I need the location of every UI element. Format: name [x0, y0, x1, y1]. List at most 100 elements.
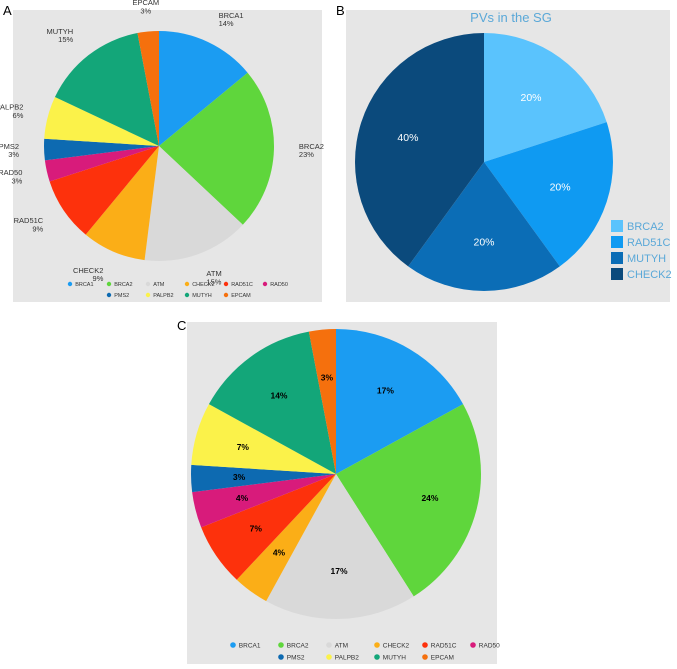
legend-item-c-rad50: RAD50: [470, 642, 500, 649]
legend-item-c-epcam: EPCAM: [422, 654, 454, 661]
slice-label-a-rad50: RAD50 3%: [0, 168, 23, 185]
legend-marker-b-rad51c: [611, 236, 623, 248]
legend-item-a-check2: CHECK2: [184, 281, 215, 288]
legend-label-b-check2: CHECK2: [627, 269, 672, 281]
legend-item-c-palpb2: PALPB2: [326, 654, 359, 661]
pie-slice-a-atm: [144, 146, 243, 261]
legend-label-c-check2: CHECK2: [383, 642, 410, 649]
slice-label-c-pms2: 3%: [233, 472, 246, 482]
slice-label-a-atm: ATM 15%: [206, 269, 221, 286]
legend-marker-a-check2: [184, 281, 190, 287]
pie-chart-c: PVs in the CG17%24%17%4%7%4%3%7%14%3%BRC…: [190, 329, 500, 661]
legend-marker-a-palpb2: [145, 292, 151, 298]
pie-slice-a-epcam: [137, 31, 159, 146]
slice-label-c-rad51c: 7%: [250, 523, 263, 533]
legend-label-c-brca1: BRCA1: [239, 642, 261, 649]
legend-marker-c-palpb2: [326, 654, 332, 660]
legend-label-b-brca2: BRCA2: [627, 221, 664, 233]
legend-marker-a-pms2: [106, 292, 112, 298]
legend-item-b-rad51c: RAD51C: [611, 236, 670, 249]
pie-slice-c-brca1: [336, 329, 464, 474]
slice-label-a-check2: CHECK2 9%: [73, 266, 104, 283]
pie-slice-a-mutyh: [54, 33, 160, 146]
pie-chart-b: PVs in the SG 20% 20% 20% 40% BRCA2 RAD51C MUTY…: [355, 10, 672, 291]
legend-item-b-mutyh: MUTYH: [611, 252, 666, 265]
legend-marker-a-brca2: [106, 281, 112, 287]
legend-item-a-palpb2: PALPB2: [145, 292, 174, 299]
legend-marker-b-check2: [611, 268, 623, 280]
pie-slice-c-mutyh: [208, 331, 336, 474]
pie-slice-a-palpb2: [44, 97, 159, 146]
legend-label-a-mutyh: MUTYH: [192, 293, 212, 299]
legend-label-a-rad51c: RAD51C: [231, 282, 253, 288]
legend-marker-a-atm: [145, 281, 151, 287]
legend-item-b-brca2: BRCA2: [611, 220, 664, 233]
legend-item-a-mutyh: MUTYH: [184, 292, 212, 299]
slice-label-c-atm: 17%: [331, 566, 348, 576]
pie-slice-a-rad50: [44, 146, 159, 182]
pie-slice-c-pms2: [190, 464, 336, 493]
legend-marker-c-rad50: [470, 642, 476, 648]
slice-label-c-epcam: 3%: [321, 372, 334, 382]
legend-item-c-check2: CHECK2: [374, 642, 410, 649]
pie-slice-b-brca2: [484, 33, 607, 162]
legend-label-a-atm: ATM: [153, 282, 165, 288]
legend-marker-c-rad51c: [422, 642, 428, 648]
slice-label-a-rad51c: RAD51C 9%: [14, 216, 44, 233]
slice-label-a-epcam: EPCAM 3%: [132, 0, 159, 15]
legend-marker-a-epcam: [223, 292, 229, 298]
legend-item-c-pms2: PMS2: [278, 654, 305, 661]
slice-label-b-check2: 40%: [397, 132, 418, 144]
panel-c-letter: C: [177, 318, 187, 333]
legend-marker-c-atm: [326, 642, 332, 648]
pie-slice-c-rad51c: [201, 474, 336, 580]
pie-slice-c-brca2: [336, 404, 482, 597]
slice-label-b-brca2: 20%: [521, 92, 542, 104]
legend-label-a-rad50: RAD50: [270, 282, 288, 288]
panel-b-letter: B: [336, 3, 345, 18]
slice-label-a-brca2: BRCA2 23%: [299, 142, 324, 159]
slice-label-a-mutyh: MUTYH 15%: [47, 27, 74, 44]
legend-marker-c-brca1: [230, 642, 236, 648]
pie-slice-a-check2: [85, 146, 159, 261]
legend-label-a-pms2: PMS2: [114, 293, 129, 299]
legend-marker-c-mutyh: [374, 654, 380, 660]
chart-title-b: PVs in the SG: [470, 10, 552, 25]
legend-c: BRCA1 BRCA2 ATM CHECK2 RAD51C RAD50 PMS2 PALPB2…: [230, 642, 500, 661]
slice-label-c-mutyh: 14%: [270, 391, 287, 401]
slice-label-a-pms2: PMS2 3%: [0, 142, 19, 159]
pie-slice-c-epcam: [308, 329, 336, 474]
legend-label-c-atm: ATM: [335, 642, 348, 649]
legend-item-a-epcam: EPCAM: [223, 292, 251, 299]
legend-marker-c-pms2: [278, 654, 284, 660]
legend-item-a-rad51c: RAD51C: [223, 281, 253, 288]
legend-item-c-rad51c: RAD51C: [422, 642, 457, 649]
slice-label-c-check2: 4%: [273, 547, 286, 557]
panel-a-letter: A: [3, 3, 12, 18]
legend-label-c-brca2: BRCA2: [287, 642, 309, 649]
legend-marker-b-mutyh: [611, 252, 623, 264]
pie-chart-a: BRCA1 14% BRCA2 23% ATM 15% CHECK2 9% RAD51C 9% RA…: [0, 0, 324, 299]
pie-slice-a-brca2: [159, 72, 274, 225]
legend-item-b-check2: CHECK2: [611, 268, 672, 281]
legend-label-c-mutyh: MUTYH: [383, 654, 406, 661]
slice-label-a-palpb2: PALPB26%: [0, 103, 24, 120]
pie-slice-c-check2: [236, 474, 336, 602]
pie-slice-c-atm: [266, 474, 414, 619]
legend-label-c-palpb2: PALPB2: [335, 654, 359, 661]
pie-slice-a-brca1: [159, 31, 248, 146]
pie-slice-b-mutyh: [408, 162, 560, 291]
legend-item-a-atm: ATM: [145, 281, 165, 288]
legend-label-c-pms2: PMS2: [287, 654, 305, 661]
pie-slice-b-check2: [355, 33, 484, 267]
pie-slice-a-pms2: [44, 138, 159, 161]
slice-label-c-brca1: 17%: [377, 385, 394, 395]
slice-label-c-rad50: 4%: [236, 493, 249, 503]
legend-label-a-brca1: BRCA1: [75, 282, 93, 288]
legend-item-a-rad50: RAD50: [262, 281, 288, 288]
legend-item-c-brca1: BRCA1: [230, 642, 261, 649]
pie-slice-a-rad51c: [49, 146, 159, 235]
pie-slice-c-palpb2: [191, 404, 336, 474]
legend-marker-c-check2: [374, 642, 380, 648]
